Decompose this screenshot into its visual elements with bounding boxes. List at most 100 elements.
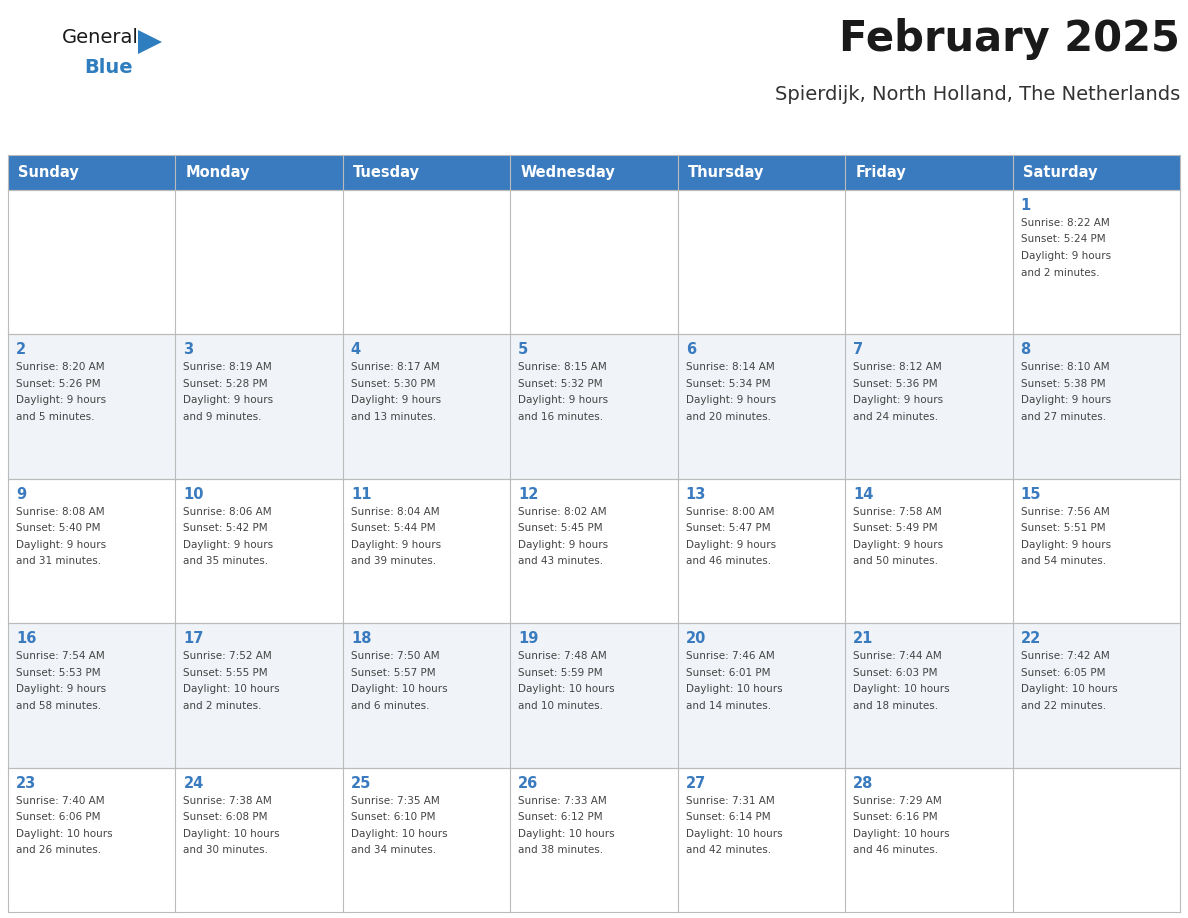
Text: 1: 1 <box>1020 198 1031 213</box>
Text: Sunset: 6:05 PM: Sunset: 6:05 PM <box>1020 667 1105 677</box>
Text: Sunset: 5:28 PM: Sunset: 5:28 PM <box>183 379 268 389</box>
Text: Daylight: 9 hours: Daylight: 9 hours <box>853 396 943 406</box>
Text: Sunrise: 8:00 AM: Sunrise: 8:00 AM <box>685 507 775 517</box>
Text: 16: 16 <box>15 632 37 646</box>
Text: 19: 19 <box>518 632 538 646</box>
Text: Sunrise: 7:38 AM: Sunrise: 7:38 AM <box>183 796 272 806</box>
Text: Saturday: Saturday <box>1023 165 1097 180</box>
Bar <box>511 190 677 334</box>
Bar <box>511 155 677 190</box>
Text: and 50 minutes.: and 50 minutes. <box>853 556 939 566</box>
Text: and 22 minutes.: and 22 minutes. <box>1020 700 1106 711</box>
Bar <box>176 334 343 479</box>
Text: Sunset: 5:53 PM: Sunset: 5:53 PM <box>15 667 101 677</box>
Text: Sunset: 6:08 PM: Sunset: 6:08 PM <box>183 812 268 823</box>
Text: Sunrise: 7:46 AM: Sunrise: 7:46 AM <box>685 651 775 661</box>
Text: and 39 minutes.: and 39 minutes. <box>350 556 436 566</box>
Text: Sunset: 5:30 PM: Sunset: 5:30 PM <box>350 379 435 389</box>
Bar <box>845 479 1012 623</box>
Bar <box>343 623 511 767</box>
Text: Sunset: 5:51 PM: Sunset: 5:51 PM <box>1020 523 1105 533</box>
Text: 11: 11 <box>350 487 372 502</box>
Text: Daylight: 10 hours: Daylight: 10 hours <box>518 829 615 839</box>
Text: Daylight: 10 hours: Daylight: 10 hours <box>853 684 949 694</box>
Text: Sunset: 6:14 PM: Sunset: 6:14 PM <box>685 812 770 823</box>
Text: Daylight: 10 hours: Daylight: 10 hours <box>15 829 113 839</box>
Text: Sunset: 5:26 PM: Sunset: 5:26 PM <box>15 379 101 389</box>
Bar <box>176 623 343 767</box>
Text: Sunset: 6:01 PM: Sunset: 6:01 PM <box>685 667 770 677</box>
Text: Tuesday: Tuesday <box>353 165 419 180</box>
Bar <box>343 334 511 479</box>
Text: General: General <box>62 28 139 47</box>
Text: Sunrise: 7:33 AM: Sunrise: 7:33 AM <box>518 796 607 806</box>
Text: Sunset: 6:03 PM: Sunset: 6:03 PM <box>853 667 937 677</box>
Text: Daylight: 9 hours: Daylight: 9 hours <box>350 396 441 406</box>
Text: Daylight: 9 hours: Daylight: 9 hours <box>518 396 608 406</box>
Text: Daylight: 9 hours: Daylight: 9 hours <box>15 684 106 694</box>
Text: Sunrise: 8:22 AM: Sunrise: 8:22 AM <box>1020 218 1110 228</box>
Text: and 31 minutes.: and 31 minutes. <box>15 556 101 566</box>
Text: Daylight: 9 hours: Daylight: 9 hours <box>685 540 776 550</box>
Text: Sunrise: 8:14 AM: Sunrise: 8:14 AM <box>685 363 775 373</box>
Bar <box>1012 190 1180 334</box>
Text: Sunrise: 7:56 AM: Sunrise: 7:56 AM <box>1020 507 1110 517</box>
Text: Sunset: 5:32 PM: Sunset: 5:32 PM <box>518 379 604 389</box>
Text: Daylight: 10 hours: Daylight: 10 hours <box>1020 684 1117 694</box>
Text: Daylight: 9 hours: Daylight: 9 hours <box>685 396 776 406</box>
Bar <box>1012 767 1180 912</box>
Text: Thursday: Thursday <box>688 165 764 180</box>
Text: 28: 28 <box>853 776 873 790</box>
Text: Sunrise: 8:19 AM: Sunrise: 8:19 AM <box>183 363 272 373</box>
Text: Daylight: 9 hours: Daylight: 9 hours <box>1020 540 1111 550</box>
Text: Friday: Friday <box>855 165 906 180</box>
Text: Sunset: 5:45 PM: Sunset: 5:45 PM <box>518 523 604 533</box>
Bar <box>845 623 1012 767</box>
Text: 5: 5 <box>518 342 529 357</box>
Text: Sunrise: 8:17 AM: Sunrise: 8:17 AM <box>350 363 440 373</box>
Text: Sunrise: 7:54 AM: Sunrise: 7:54 AM <box>15 651 105 661</box>
Text: and 5 minutes.: and 5 minutes. <box>15 412 95 422</box>
Text: and 38 minutes.: and 38 minutes. <box>518 845 604 855</box>
Text: Sunrise: 8:08 AM: Sunrise: 8:08 AM <box>15 507 105 517</box>
Bar <box>8 623 176 767</box>
Bar <box>343 479 511 623</box>
Text: Sunset: 5:34 PM: Sunset: 5:34 PM <box>685 379 770 389</box>
Text: Daylight: 10 hours: Daylight: 10 hours <box>685 829 783 839</box>
Text: and 46 minutes.: and 46 minutes. <box>685 556 771 566</box>
Text: Daylight: 10 hours: Daylight: 10 hours <box>350 829 448 839</box>
Text: Daylight: 10 hours: Daylight: 10 hours <box>183 684 280 694</box>
Text: 9: 9 <box>15 487 26 502</box>
Text: Daylight: 9 hours: Daylight: 9 hours <box>15 540 106 550</box>
Text: Sunrise: 8:06 AM: Sunrise: 8:06 AM <box>183 507 272 517</box>
Text: 15: 15 <box>1020 487 1041 502</box>
Bar <box>343 155 511 190</box>
Text: 27: 27 <box>685 776 706 790</box>
Text: and 43 minutes.: and 43 minutes. <box>518 556 604 566</box>
Text: Sunset: 5:49 PM: Sunset: 5:49 PM <box>853 523 937 533</box>
Text: and 24 minutes.: and 24 minutes. <box>853 412 939 422</box>
Bar <box>8 190 176 334</box>
Text: Sunrise: 8:12 AM: Sunrise: 8:12 AM <box>853 363 942 373</box>
Text: 21: 21 <box>853 632 873 646</box>
Bar <box>8 155 176 190</box>
Bar <box>8 479 176 623</box>
Bar <box>511 767 677 912</box>
Text: and 2 minutes.: and 2 minutes. <box>183 700 261 711</box>
Bar <box>8 767 176 912</box>
Text: Daylight: 10 hours: Daylight: 10 hours <box>518 684 615 694</box>
Text: 25: 25 <box>350 776 371 790</box>
Bar <box>1012 479 1180 623</box>
Text: Sunset: 5:40 PM: Sunset: 5:40 PM <box>15 523 101 533</box>
Text: 20: 20 <box>685 632 706 646</box>
Text: and 10 minutes.: and 10 minutes. <box>518 700 604 711</box>
Text: 7: 7 <box>853 342 864 357</box>
Text: and 13 minutes.: and 13 minutes. <box>350 412 436 422</box>
Text: and 27 minutes.: and 27 minutes. <box>1020 412 1106 422</box>
Text: Daylight: 9 hours: Daylight: 9 hours <box>1020 396 1111 406</box>
Text: February 2025: February 2025 <box>839 18 1180 60</box>
Text: Spierdijk, North Holland, The Netherlands: Spierdijk, North Holland, The Netherland… <box>775 85 1180 104</box>
Text: Sunset: 5:38 PM: Sunset: 5:38 PM <box>1020 379 1105 389</box>
Bar <box>343 767 511 912</box>
Text: and 35 minutes.: and 35 minutes. <box>183 556 268 566</box>
